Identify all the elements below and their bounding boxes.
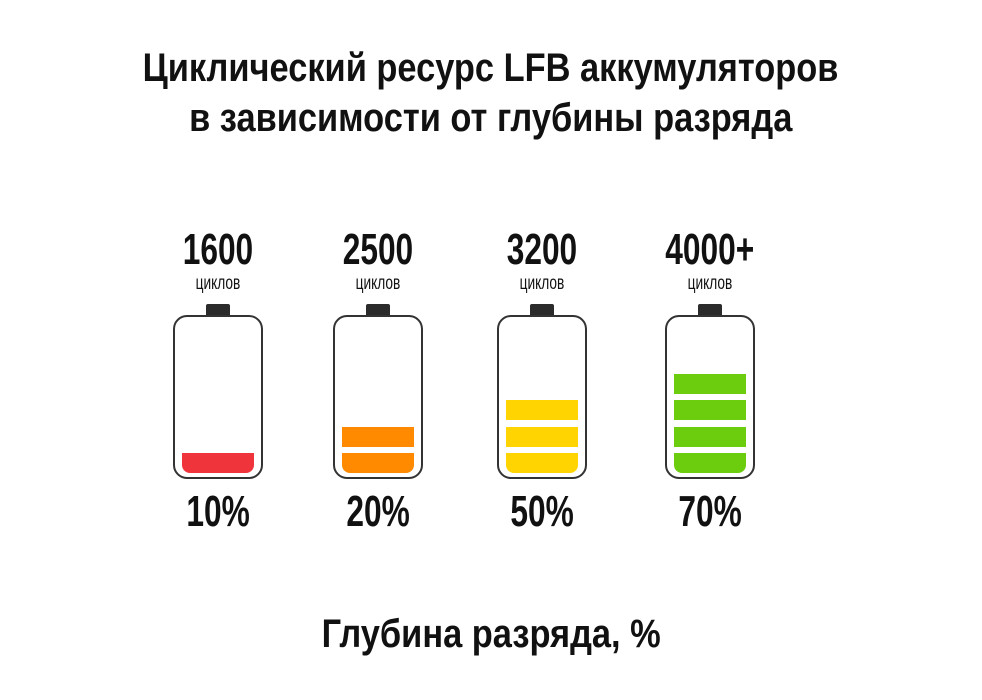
battery-cap: [206, 304, 230, 316]
charge-segment: [674, 373, 746, 394]
charge-segment: [674, 453, 746, 473]
cycle-unit-label: циклов: [687, 273, 733, 294]
chart-title-line1: Циклический ресурс LFB аккумуляторов: [143, 46, 839, 90]
battery-body: [173, 315, 263, 479]
charge-segment: [342, 426, 414, 447]
cycle-count-label: 3200: [506, 225, 578, 274]
battery-cap: [366, 304, 390, 316]
depth-label: 20%: [346, 487, 410, 536]
battery-cap: [530, 304, 554, 316]
chart-title-line2: в зависимости от глубины разряда: [189, 96, 793, 140]
charge-segment: [182, 453, 254, 473]
cycle-count-label: 1600: [182, 225, 254, 274]
battery-column: 2500 циклов 20%: [298, 228, 458, 534]
depth-label: 70%: [678, 487, 742, 536]
battery-cap: [698, 304, 722, 316]
cycle-unit-label: циклов: [195, 273, 241, 294]
charge-segment: [506, 426, 578, 447]
battery-body: [497, 315, 587, 479]
battery-icon: [497, 304, 587, 479]
battery-icon: [173, 304, 263, 479]
charge-segment: [506, 453, 578, 473]
battery-column: 3200 циклов 50%: [462, 228, 622, 534]
charge-segment: [342, 453, 414, 473]
battery-icon: [665, 304, 755, 479]
cycle-count-label: 2500: [342, 225, 414, 274]
cycle-unit-label: циклов: [355, 273, 401, 294]
x-axis-label: Глубина разряда, %: [321, 612, 661, 656]
battery-body: [333, 315, 423, 479]
battery-column: 1600 циклов 10%: [138, 228, 298, 534]
depth-label: 50%: [510, 487, 574, 536]
battery-column: 4000+ циклов 70%: [630, 228, 790, 534]
battery-body: [665, 315, 755, 479]
charge-segment: [674, 400, 746, 420]
depth-label: 10%: [186, 487, 250, 536]
battery-icon: [333, 304, 423, 479]
cycle-count-label: 4000+: [665, 225, 755, 274]
charge-segment: [674, 426, 746, 447]
cycle-unit-label: циклов: [519, 273, 565, 294]
charge-segment: [506, 400, 578, 420]
